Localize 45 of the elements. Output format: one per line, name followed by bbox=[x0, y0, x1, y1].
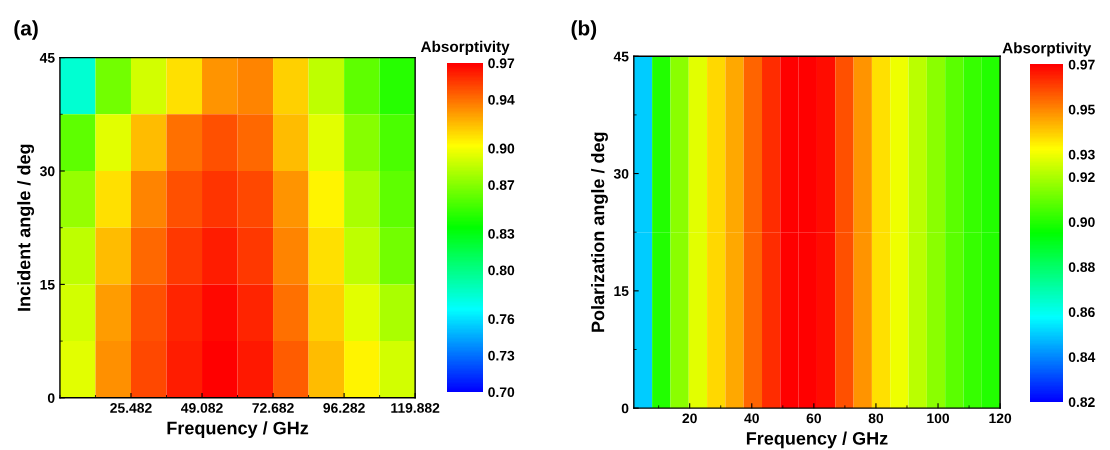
color-bar-label: 0.83 bbox=[488, 228, 515, 239]
color-bar-label: 0.82 bbox=[1068, 397, 1095, 408]
chart-title: (a) bbox=[14, 20, 38, 40]
y-tick-label: 30 bbox=[39, 166, 55, 177]
color-bar-label: 0.93 bbox=[1068, 149, 1095, 160]
color-bar-label: 0.70 bbox=[488, 387, 515, 398]
x-tick-label: 60 bbox=[806, 413, 822, 424]
chart-title: (b) bbox=[571, 20, 597, 40]
color-bar-label: 0.73 bbox=[488, 350, 515, 361]
color-bar-label: 0.97 bbox=[488, 58, 515, 69]
x-tick-label: 96.282 bbox=[323, 403, 365, 413]
x-tick-label: 49.082 bbox=[180, 403, 223, 413]
x-tick-label: 100 bbox=[927, 413, 950, 424]
color-bar-label: 0.97 bbox=[1068, 59, 1095, 70]
color-bar-label: 0.88 bbox=[1068, 262, 1095, 273]
y-tick-label: 0 bbox=[47, 393, 55, 403]
y-tick-label: 30 bbox=[613, 168, 629, 179]
y-tick-label: 0 bbox=[621, 403, 629, 414]
color-bar-title: Absorptivity bbox=[1002, 42, 1092, 57]
color-bar-label: 0.95 bbox=[1068, 104, 1095, 115]
x-tick-label: 80 bbox=[868, 413, 884, 424]
color-bar-label: 0.76 bbox=[488, 314, 515, 325]
color-bar-title: Absorptivity bbox=[420, 40, 510, 56]
y-axis-title: Incident angle / deg bbox=[17, 144, 35, 311]
x-tick-label: 20 bbox=[682, 413, 697, 424]
y-tick-label: 15 bbox=[614, 286, 629, 297]
y-tick-label: 45 bbox=[613, 51, 629, 62]
color-bar-label: 0.94 bbox=[488, 94, 515, 105]
color-bar-label: 0.86 bbox=[1068, 307, 1095, 318]
x-tick-label: 72.682 bbox=[252, 403, 294, 413]
color-bar-label: 0.84 bbox=[1068, 352, 1096, 363]
x-axis-title: Frequency / GHz bbox=[167, 421, 309, 438]
y-axis-title: Polarization angle / deg bbox=[591, 132, 608, 332]
color-bar-label: 0.92 bbox=[1068, 172, 1095, 183]
color-bar-label: 0.90 bbox=[1068, 217, 1095, 228]
x-tick-label: 25.482 bbox=[110, 403, 152, 413]
color-bar-label: 0.80 bbox=[488, 265, 515, 276]
x-tick-label: 119.882 bbox=[391, 403, 440, 413]
x-tick-label: 120 bbox=[989, 413, 1012, 424]
x-axis-title: Frequency / GHz bbox=[746, 431, 888, 449]
color-bar-label: 0.87 bbox=[488, 180, 515, 190]
y-tick-label: 15 bbox=[40, 279, 55, 290]
color-bar-label: 0.90 bbox=[488, 143, 515, 154]
x-tick-label: 40 bbox=[744, 413, 759, 424]
y-tick-label: 45 bbox=[39, 53, 55, 63]
